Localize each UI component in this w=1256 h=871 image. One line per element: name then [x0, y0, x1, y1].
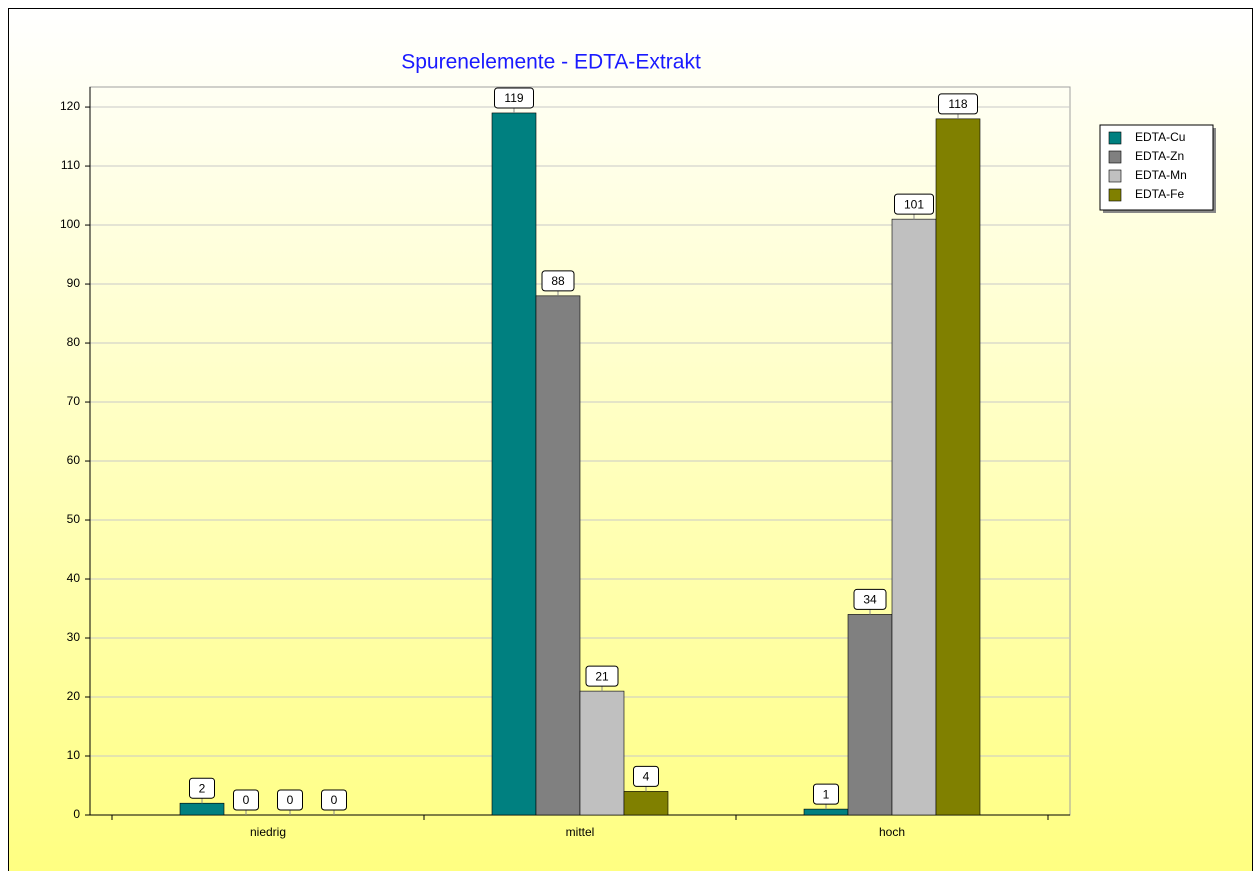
legend-label: EDTA-Cu — [1135, 130, 1185, 144]
y-tick-label: 0 — [73, 807, 80, 821]
data-label: 2 — [199, 781, 206, 795]
y-tick-label: 10 — [67, 748, 81, 762]
data-label-box — [277, 789, 303, 811]
bar — [803, 808, 849, 816]
y-tick-label: 100 — [60, 217, 80, 231]
y-tick-label: 30 — [67, 630, 81, 644]
x-tick-label: niedrig — [250, 825, 286, 839]
data-label-box — [541, 270, 575, 292]
data-label: 119 — [504, 91, 523, 105]
y-tick-label: 50 — [67, 512, 81, 526]
data-label-box — [633, 765, 659, 787]
data-label-box — [189, 777, 215, 799]
data-label-box — [813, 783, 839, 805]
bar — [847, 614, 893, 816]
bar — [935, 118, 981, 816]
data-label-box — [494, 87, 534, 109]
x-tick-label: mittel — [566, 825, 595, 839]
data-label-box — [938, 93, 978, 115]
data-label: 34 — [863, 593, 877, 607]
y-tick-label: 120 — [60, 99, 80, 113]
legend-swatch — [1108, 169, 1122, 183]
x-tick-label: hoch — [879, 825, 905, 839]
data-label-box — [321, 789, 347, 811]
bar — [535, 295, 581, 816]
y-tick-label: 70 — [67, 394, 81, 408]
y-tick-label: 80 — [67, 335, 81, 349]
data-label: 21 — [595, 669, 609, 683]
data-label: 1 — [823, 787, 830, 801]
bar — [623, 791, 669, 816]
y-tick-label: 90 — [67, 276, 81, 290]
bar — [579, 690, 625, 816]
bar — [891, 218, 937, 816]
y-tick-label: 60 — [67, 453, 81, 467]
legend-label: EDTA-Mn — [1135, 168, 1187, 182]
data-label-box — [233, 789, 259, 811]
data-label: 4 — [643, 770, 650, 784]
data-label-box — [585, 665, 619, 687]
y-tick-label: 20 — [67, 689, 81, 703]
y-tick-label: 110 — [61, 158, 80, 172]
legend-swatch — [1108, 188, 1122, 202]
chart-frame — [8, 8, 1253, 871]
data-label-box — [853, 588, 887, 610]
bar — [179, 802, 225, 816]
data-label: 0 — [331, 793, 338, 807]
data-label: 88 — [551, 274, 565, 288]
y-tick-label: 40 — [67, 571, 81, 585]
legend-label: EDTA-Zn — [1135, 149, 1184, 163]
legend-label: EDTA-Fe — [1135, 187, 1184, 201]
bar — [491, 112, 537, 816]
data-label: 0 — [243, 793, 250, 807]
legend-swatch — [1108, 131, 1122, 145]
data-label-box — [894, 193, 934, 215]
chart-title: Spurenelemente - EDTA-Extrakt — [401, 51, 701, 74]
data-label: 118 — [948, 97, 967, 111]
data-label: 101 — [904, 197, 924, 211]
data-label: 0 — [287, 793, 294, 807]
legend-swatch — [1108, 150, 1122, 164]
